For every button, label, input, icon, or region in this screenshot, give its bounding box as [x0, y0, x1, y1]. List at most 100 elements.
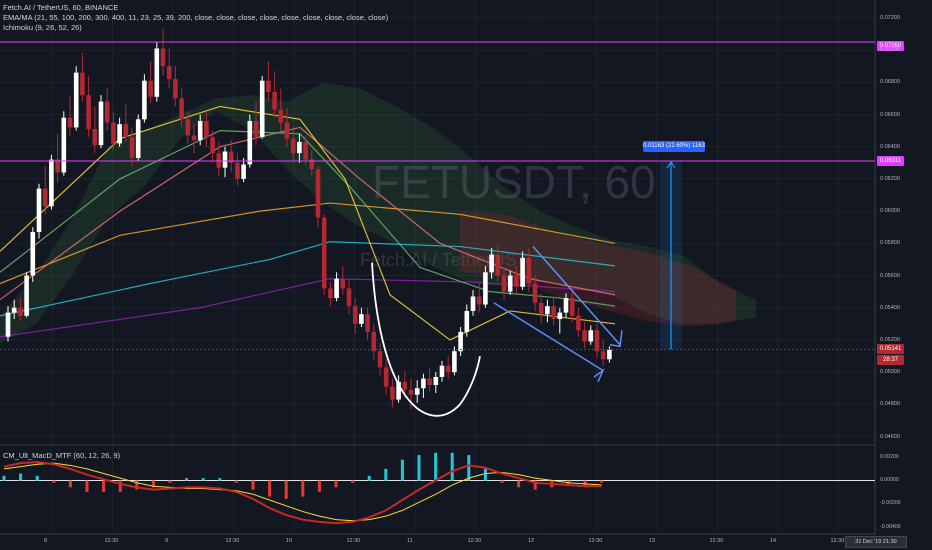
measure-label[interactable]: 0.01163 (22.60%) 1163 — [643, 141, 705, 152]
price-tick-label: 0.07200 — [880, 14, 900, 21]
moving-average-line — [0, 241, 616, 317]
candle-body — [241, 164, 246, 179]
candle-body — [365, 314, 370, 332]
macd-histogram-bar — [500, 480, 504, 483]
candle-body — [594, 330, 600, 352]
price-tick-label: 0.05400 — [880, 304, 900, 311]
candle-body — [495, 254, 501, 276]
time-tick-label: 10 — [286, 538, 293, 544]
macd-histogram-bar — [185, 478, 189, 481]
candle-body — [439, 365, 445, 377]
drawing-tools — [0, 41, 875, 417]
macd-tick-label: 0.00000 — [880, 477, 899, 484]
macd-histogram-bar — [417, 455, 421, 481]
candle-body — [197, 120, 203, 141]
candle-body — [222, 151, 228, 168]
candle-body — [526, 257, 532, 284]
macd-histogram-bar — [384, 468, 388, 481]
candle-body — [421, 378, 426, 389]
candle-body — [92, 128, 98, 146]
macd-histogram-bar — [301, 480, 305, 497]
candle-body — [507, 275, 513, 292]
macd-histogram-bar — [201, 478, 205, 481]
candle-body — [216, 153, 222, 168]
candle-body — [210, 137, 215, 154]
macd-histogram-bar — [517, 480, 521, 488]
candle-body — [61, 117, 67, 173]
candle-body — [160, 48, 166, 67]
candle-body — [284, 122, 290, 139]
ichimoku-legend[interactable]: Ichimoku (9, 26, 52, 26) — [3, 23, 82, 32]
time-tick-label: 12:30 — [588, 538, 603, 544]
time-tick-label: 12:30 — [225, 538, 240, 544]
candle-body — [18, 307, 23, 316]
macd-histogram-bar — [284, 480, 288, 499]
candle-body — [266, 80, 271, 92]
price-tick-label: 0.06000 — [880, 208, 900, 215]
candle-body — [340, 278, 346, 289]
candle-body — [433, 376, 439, 386]
candle-body — [259, 80, 265, 138]
candle-body — [445, 365, 451, 373]
candle-body — [123, 124, 129, 138]
time-tick-label: 9 — [165, 538, 169, 544]
candle-body — [253, 120, 259, 138]
wedge-right-arrow — [609, 330, 623, 348]
price-tick-label: 0.04800 — [880, 401, 900, 408]
candle-body — [501, 275, 507, 292]
candle-body — [247, 120, 253, 165]
candle-body — [346, 288, 352, 307]
ema-legend[interactable]: EMA/MA (21, 55, 100, 200, 300, 400, 11, … — [3, 13, 389, 22]
moving-average-line — [0, 202, 616, 285]
watermark: FETUSDT, 60 — [372, 156, 656, 208]
candle-body — [334, 278, 339, 299]
candle-body — [42, 188, 48, 207]
price-tick-label: 0.05800 — [880, 240, 900, 247]
candle-body — [5, 312, 11, 337]
candle-body — [104, 101, 110, 123]
candle-body — [142, 80, 147, 120]
wedge-lower-line — [493, 302, 604, 372]
candle-body — [328, 288, 333, 299]
macd-histogram-bar — [68, 480, 72, 488]
price-tick-label: 0.07000 — [880, 47, 900, 54]
candle-body — [80, 72, 85, 96]
candle-body — [24, 275, 29, 316]
candle-body — [166, 66, 172, 80]
candle-body — [557, 312, 563, 320]
candle-body — [414, 388, 420, 395]
candle-body — [538, 302, 544, 315]
candle-body — [383, 367, 389, 387]
candle-body — [402, 381, 408, 390]
price-tick-label: 0.06200 — [880, 175, 900, 182]
macd-histogram-bar — [533, 480, 537, 490]
time-tick-label: 12:30 — [104, 538, 119, 544]
candle-body — [11, 307, 17, 313]
candle-body — [514, 275, 519, 287]
macd-histogram-bar — [19, 473, 23, 481]
candle-body — [377, 351, 383, 368]
candle-body — [98, 101, 104, 146]
time-tick-label: 12:30 — [709, 538, 724, 544]
candle-body — [452, 351, 457, 373]
candle-body — [359, 314, 364, 324]
candle-body — [563, 298, 569, 313]
candle-body — [173, 79, 178, 99]
macd-histogram-bar — [251, 480, 255, 490]
macd-histogram-bar — [151, 480, 155, 488]
measure-arrow-head — [666, 160, 676, 169]
macd-legend[interactable]: CM_Ult_MacD_MTF (60, 12, 26, 9) — [3, 451, 121, 460]
macd-histogram-bar — [600, 480, 604, 483]
macd-line — [3, 460, 602, 525]
time-tick-label: 14 — [770, 538, 777, 544]
candle-body — [520, 257, 525, 287]
symbol-title: Fetch.AI / TetherUS, 60, BINANCE — [3, 3, 119, 12]
price-tick-label: 0.06400 — [880, 143, 900, 150]
candle-body — [235, 162, 240, 179]
price-tick-label: 0.06800 — [880, 79, 900, 86]
macd-histogram-bar — [168, 480, 172, 483]
macd-histogram-bar — [450, 452, 454, 481]
candle-body — [272, 91, 277, 110]
crosshair-date-box: 31 Dec '19 21:30 — [845, 536, 907, 548]
